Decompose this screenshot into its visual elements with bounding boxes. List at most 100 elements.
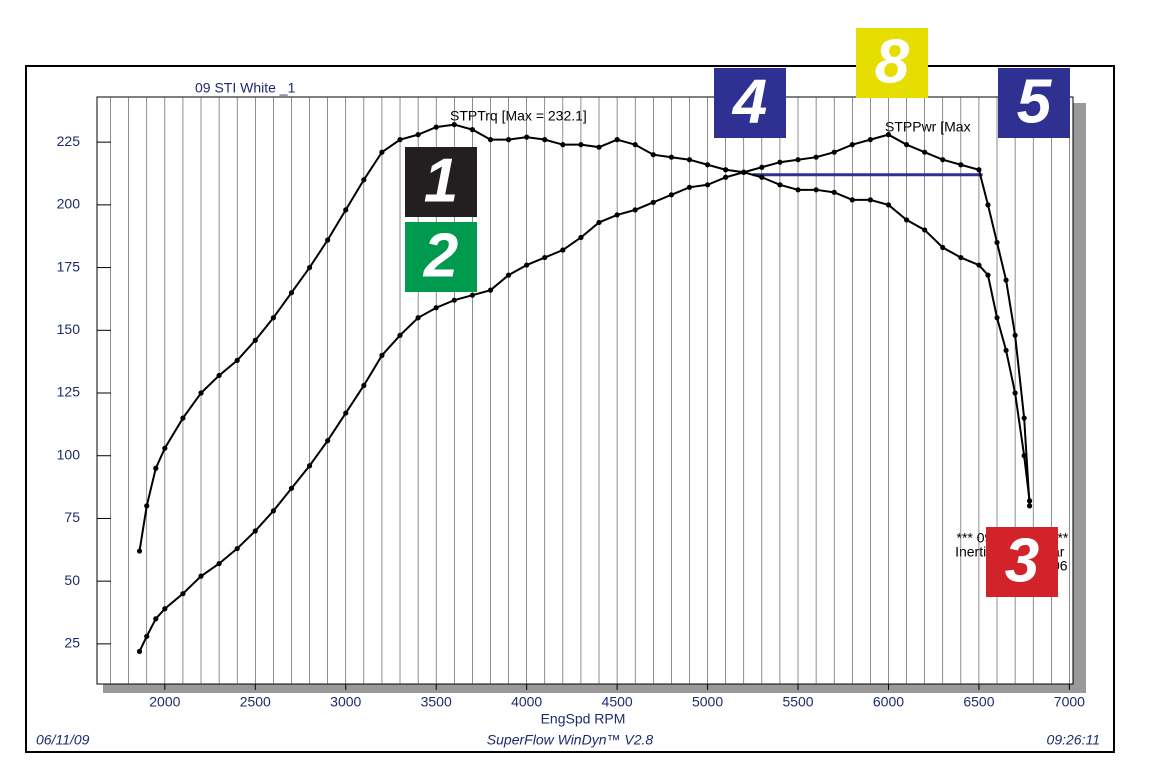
data-point (795, 157, 801, 163)
data-point (777, 159, 783, 165)
data-point (650, 199, 656, 205)
data-point (361, 382, 367, 389)
badge-label: 4 (731, 67, 767, 136)
data-point (487, 287, 494, 293)
data-point (379, 352, 385, 358)
footer-center: SuperFlow WinDyn™ V2.8 (487, 732, 654, 748)
data-point (922, 227, 928, 233)
badge (405, 147, 477, 217)
badge-label: 1 (424, 146, 458, 215)
data-point (994, 239, 1000, 246)
data-point (198, 573, 204, 579)
x-tick-label: 5500 (782, 694, 813, 710)
data-point (288, 485, 295, 491)
data-point (759, 174, 765, 180)
footer-right: 09:26:11 (1047, 732, 1100, 748)
data-point (940, 157, 946, 163)
plot-area (96, 96, 1074, 685)
x-tick-label: 3000 (330, 694, 361, 710)
subtitle: 09 STI White _1 (195, 80, 296, 96)
data-point (614, 137, 620, 143)
data-point (723, 167, 729, 173)
data-point (325, 237, 331, 243)
data-point (162, 445, 168, 451)
data-point (216, 560, 222, 567)
data-point (704, 182, 711, 188)
x-tick-label: 3500 (421, 694, 452, 710)
y-tick-label: 75 (64, 509, 80, 525)
data-point (433, 124, 439, 130)
data-point (153, 616, 159, 622)
badge (986, 527, 1058, 597)
data-point (958, 254, 964, 261)
data-point (306, 463, 313, 469)
data-point (940, 244, 946, 251)
x-tick-label: 4000 (511, 694, 542, 710)
data-point (270, 508, 276, 514)
data-point (451, 121, 457, 128)
data-point (379, 149, 385, 155)
data-point (795, 187, 801, 193)
data-point (831, 149, 837, 155)
data-point (180, 591, 186, 597)
data-point (397, 137, 403, 143)
data-point (903, 142, 910, 148)
data-point (433, 305, 439, 311)
y-tick-label: 100 (57, 446, 81, 462)
data-point (361, 177, 367, 183)
x-axis-label: EngSpd RPM (541, 711, 626, 727)
data-point (560, 142, 566, 148)
y-tick-label: 50 (64, 572, 80, 588)
data-point (451, 297, 457, 303)
x-tick-label: 7000 (1054, 694, 1085, 710)
badge-label: 3 (1005, 526, 1039, 595)
data-point (144, 633, 150, 639)
data-point (922, 149, 928, 155)
x-tick-label: 2000 (149, 694, 180, 710)
data-point (469, 292, 475, 298)
data-point (469, 127, 475, 133)
data-point (180, 415, 186, 421)
data-point (777, 182, 783, 188)
data-point (686, 157, 693, 163)
data-point (1021, 415, 1027, 421)
data-point (343, 207, 349, 213)
data-point (1003, 277, 1009, 283)
x-tick-label: 2500 (240, 694, 271, 710)
data-point (144, 503, 150, 509)
data-point (505, 272, 512, 278)
data-point (234, 545, 240, 552)
badge (405, 222, 477, 292)
badge-label: 2 (423, 221, 458, 290)
data-point (1012, 390, 1018, 396)
footer-left: 06/11/09 (36, 732, 90, 748)
data-point (1003, 347, 1009, 353)
data-point (136, 548, 143, 554)
y-tick-label: 25 (64, 635, 80, 651)
data-point (487, 137, 494, 143)
data-point (668, 192, 674, 198)
data-point (1012, 332, 1018, 338)
data-point (885, 202, 892, 208)
data-point (343, 410, 349, 416)
data-point (976, 262, 982, 268)
x-tick-label: 4500 (602, 694, 633, 710)
data-point (198, 390, 204, 396)
data-point (524, 262, 530, 268)
data-point (632, 207, 638, 213)
data-point (903, 217, 910, 223)
x-tick-label: 6500 (963, 694, 994, 710)
data-point (813, 187, 819, 193)
y-tick-label: 150 (57, 321, 81, 337)
badge-label: 8 (875, 27, 910, 96)
x-tick-label: 5000 (692, 694, 723, 710)
data-point (542, 254, 548, 261)
data-point (560, 247, 566, 253)
data-point (849, 197, 855, 203)
y-tick-label: 175 (57, 258, 81, 274)
annotation: STPTrq [Max = 232.1] (450, 108, 587, 124)
data-point (153, 465, 159, 471)
data-point (288, 290, 295, 296)
data-point (831, 189, 837, 195)
